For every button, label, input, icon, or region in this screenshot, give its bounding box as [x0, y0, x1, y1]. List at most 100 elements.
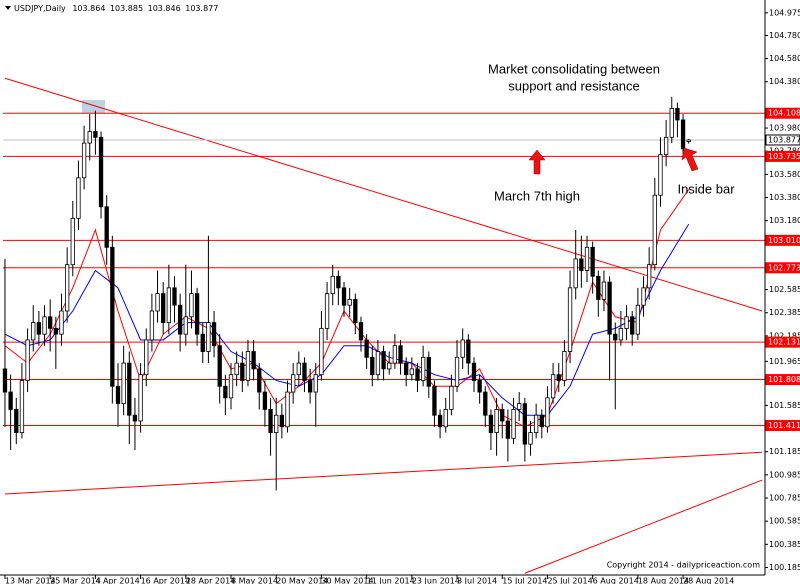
candle-body	[618, 327, 624, 341]
candle-body	[381, 351, 386, 370]
candle-body	[2, 368, 8, 393]
x-tick-label: 18 Aug 2014	[638, 577, 689, 584]
level-label: 103.877	[768, 135, 800, 144]
candle-body	[257, 368, 262, 393]
candle-body	[432, 385, 437, 416]
candle-body	[483, 391, 488, 416]
candle-body	[505, 420, 511, 439]
candle-body	[36, 322, 42, 335]
candle-body	[177, 304, 183, 335]
candle-body	[364, 339, 369, 358]
candle-body	[613, 333, 618, 341]
arrow	[528, 149, 546, 175]
candle-body	[285, 391, 290, 428]
ohlc-low: 103.846	[148, 4, 181, 13]
candle-body	[245, 351, 251, 381]
candle-body	[669, 107, 674, 138]
candle-body	[76, 177, 81, 219]
candle-body	[330, 275, 335, 295]
candle-body	[93, 131, 98, 138]
y-tick-label: 104.780	[769, 31, 800, 40]
candle-body	[460, 339, 465, 358]
candle-body	[533, 414, 539, 433]
candle-body	[443, 409, 448, 428]
y-tick-label: 103.180	[769, 216, 800, 225]
candle-body	[449, 385, 454, 410]
trend-line	[4, 77, 763, 312]
candle-body	[522, 403, 527, 445]
candle-body	[341, 287, 347, 306]
candle-body	[635, 304, 641, 335]
candle-body	[353, 299, 358, 323]
candle-body	[262, 391, 268, 410]
level-label-box	[765, 134, 800, 146]
x-tick-label: 20 May 2014	[276, 577, 328, 584]
candle-body	[528, 432, 533, 445]
candle-body	[652, 194, 657, 266]
candle-body	[545, 397, 550, 428]
y-tick-label: 101.965	[769, 357, 800, 366]
candle-body	[121, 362, 126, 405]
y-tick-label: 102.585	[769, 285, 800, 294]
candle-body	[477, 380, 482, 393]
candle-body	[437, 414, 443, 428]
candle-body	[149, 310, 155, 341]
annotation: support and resistance	[508, 78, 640, 93]
candle-body	[556, 374, 561, 381]
candle-body	[48, 316, 53, 329]
candle-body	[426, 356, 431, 387]
candle-body	[488, 414, 494, 433]
candle-body	[228, 374, 234, 399]
level-label-box	[765, 107, 800, 119]
x-tick-label: 11 Jun 2014	[367, 577, 415, 584]
candle-body	[641, 287, 646, 306]
level-label: 101.808	[768, 375, 800, 384]
candle-body	[206, 322, 211, 352]
candle-body	[183, 316, 188, 335]
candle-body	[630, 316, 635, 335]
candle-body	[42, 316, 47, 335]
candle-body	[550, 374, 556, 399]
level-label-box	[765, 234, 800, 246]
candle-body	[675, 107, 680, 121]
annotation: Inside bar	[677, 181, 735, 196]
level-label-box	[765, 336, 800, 348]
x-tick-label: 25 Jul 2014	[547, 577, 592, 584]
candle-body	[375, 351, 381, 376]
candle-body	[302, 362, 307, 381]
candle-body	[392, 345, 398, 364]
candle-body	[172, 287, 177, 306]
candle-body	[217, 345, 222, 387]
candle-body	[8, 391, 13, 410]
candle-body	[471, 362, 477, 381]
candle-body	[296, 362, 301, 376]
candle-body	[624, 316, 629, 329]
y-tick-label: 101.585	[769, 401, 800, 410]
level-label-box	[765, 150, 800, 162]
y-tick-label: 103.580	[769, 170, 800, 179]
candle-body	[596, 275, 601, 300]
candle-body	[31, 322, 36, 341]
candle-body	[211, 322, 217, 347]
y-tick-label: 104.975	[769, 8, 800, 17]
x-tick-label: 13 Mar 2014	[5, 577, 56, 584]
candle-body	[573, 258, 578, 289]
candle-body	[686, 139, 691, 142]
x-tick-label: 4 Apr 2014	[95, 577, 139, 584]
candle-body	[268, 409, 273, 433]
candle-body	[194, 293, 200, 335]
candle-body	[115, 385, 121, 405]
menu-icon	[5, 6, 11, 10]
candle-body	[98, 136, 104, 208]
candle-body	[358, 322, 364, 341]
candle-body	[25, 339, 30, 381]
candle-body	[234, 362, 239, 376]
copyright: Copyright 2014 - dailypriceaction.com	[607, 561, 760, 570]
candle-body	[251, 351, 256, 370]
trend-line	[524, 479, 763, 574]
candle-body	[601, 281, 607, 300]
candle-body	[240, 362, 245, 381]
candle-body	[511, 409, 516, 439]
candle-body	[663, 136, 669, 156]
